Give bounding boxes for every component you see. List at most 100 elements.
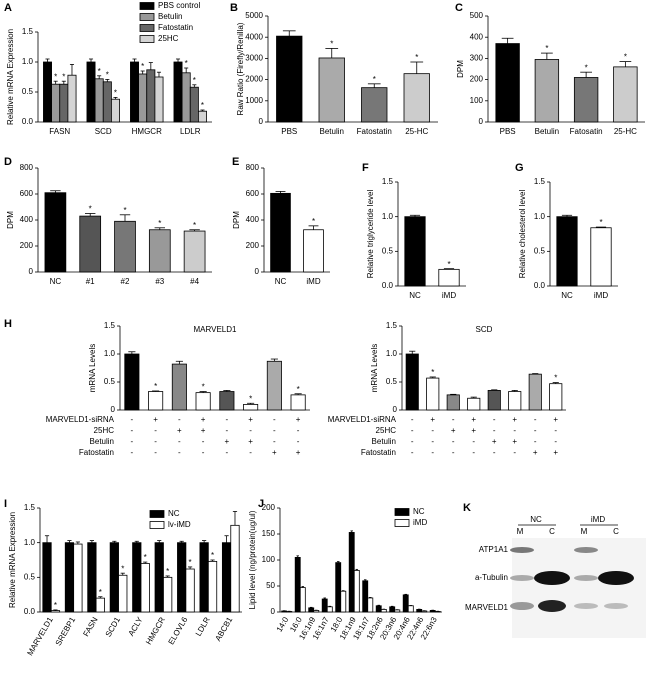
condition-sign: +	[512, 437, 517, 446]
y-tick-label: 300	[470, 54, 484, 63]
condition-sign: +	[512, 415, 517, 424]
error-bar	[409, 214, 421, 217]
bar	[340, 590, 347, 613]
panel-label: J	[258, 498, 264, 510]
error-bar	[192, 84, 197, 88]
x-tick-label: NC	[275, 277, 287, 286]
error-bar	[105, 79, 110, 82]
y-axis-label: mRNA Levels	[370, 344, 379, 392]
y-tick-label: 1.0	[382, 212, 394, 221]
error-bar	[325, 48, 339, 58]
bar	[140, 563, 150, 613]
panel-label: A	[4, 2, 12, 14]
condition-sign: -	[273, 437, 276, 446]
blot-background	[512, 538, 646, 638]
y-tick-label: 1.0	[104, 349, 116, 358]
y-tick-label: 1.0	[24, 538, 36, 547]
condition-sign: -	[554, 426, 557, 435]
significance-mark: *	[54, 72, 57, 81]
bar	[130, 61, 139, 123]
error-bar	[450, 393, 457, 395]
x-tick-label: SCD	[95, 127, 112, 136]
bar	[163, 576, 173, 613]
y-tick-label: 200	[470, 75, 484, 84]
legend-swatch	[139, 35, 155, 43]
error-bar	[270, 358, 278, 362]
x-tick-label: SCD1	[104, 615, 123, 638]
x-tick-label: PBS	[281, 127, 297, 136]
bar	[389, 606, 396, 613]
condition-sign: -	[131, 448, 134, 457]
x-tick-label: LDLR	[180, 127, 201, 136]
bar	[109, 542, 119, 613]
condition-sign: +	[272, 448, 277, 457]
condition-sign: +	[492, 437, 497, 446]
legend-label: NC	[168, 509, 180, 518]
y-axis-label: mRNA Levels	[88, 344, 97, 392]
significance-mark: *	[185, 59, 188, 68]
error-bar	[200, 109, 205, 112]
x-tick-label: Betulin	[535, 127, 559, 136]
band	[510, 602, 534, 610]
y-tick-label: 400	[20, 215, 34, 224]
condition-sign: +	[177, 426, 182, 435]
condition-sign: +	[201, 415, 206, 424]
bar	[416, 609, 423, 613]
row-label: ATP1A1	[479, 545, 509, 554]
significance-mark: *	[106, 71, 109, 80]
bar	[556, 216, 578, 287]
y-tick-label: 600	[246, 189, 260, 198]
y-tick-label: 2000	[245, 75, 263, 84]
lane-label: M	[581, 527, 588, 536]
condition-sign: -	[431, 437, 434, 446]
bar	[429, 610, 436, 613]
x-tick-label: SREBP1	[54, 615, 78, 647]
y-tick-label: 1.5	[382, 177, 394, 186]
error-bar	[88, 58, 94, 62]
bar	[219, 391, 235, 411]
error-bar	[156, 71, 162, 77]
error-bar	[157, 540, 162, 543]
error-bar	[202, 540, 207, 543]
y-axis-label: Lipid level (ng/protein(ug/ul)	[248, 510, 257, 609]
bar	[43, 61, 52, 123]
y-tick-label: 0	[479, 117, 484, 126]
condition-sign: +	[430, 415, 435, 424]
condition-sign: -	[534, 415, 537, 424]
lane-label: C	[613, 527, 619, 536]
error-bar	[97, 75, 102, 79]
error-bar	[45, 58, 50, 62]
error-bar	[224, 535, 229, 543]
condition-sign: +	[296, 448, 301, 457]
bar	[51, 83, 61, 123]
bar	[404, 216, 426, 287]
significance-mark: *	[89, 205, 92, 214]
chart-title: MARVELD1	[194, 325, 238, 334]
y-tick-label: 5000	[245, 11, 263, 20]
condition-sign: -	[178, 415, 181, 424]
bar	[380, 609, 387, 613]
band	[574, 603, 598, 609]
error-bar	[410, 61, 424, 74]
condition-sign: +	[471, 426, 476, 435]
condition-sign: -	[226, 415, 229, 424]
condition-sign: +	[451, 426, 456, 435]
y-tick-label: 0	[259, 117, 264, 126]
band	[510, 547, 534, 553]
bar	[303, 229, 324, 273]
x-tick-label: ELOVL6	[167, 615, 190, 646]
significance-mark: *	[99, 588, 102, 597]
legend-label: lv-iMD	[168, 520, 191, 529]
significance-mark: *	[624, 53, 627, 62]
condition-sign: +	[533, 448, 538, 457]
legend-label: NC	[413, 507, 425, 516]
error-bar	[511, 389, 518, 392]
condition-sign: +	[225, 437, 230, 446]
y-tick-label: 0.5	[104, 377, 116, 386]
error-bar	[409, 350, 416, 354]
condition-name: MARVELD1-siRNA	[328, 415, 397, 424]
error-bar	[152, 390, 160, 392]
bar	[438, 268, 460, 287]
y-tick-label: 0.5	[22, 87, 34, 96]
